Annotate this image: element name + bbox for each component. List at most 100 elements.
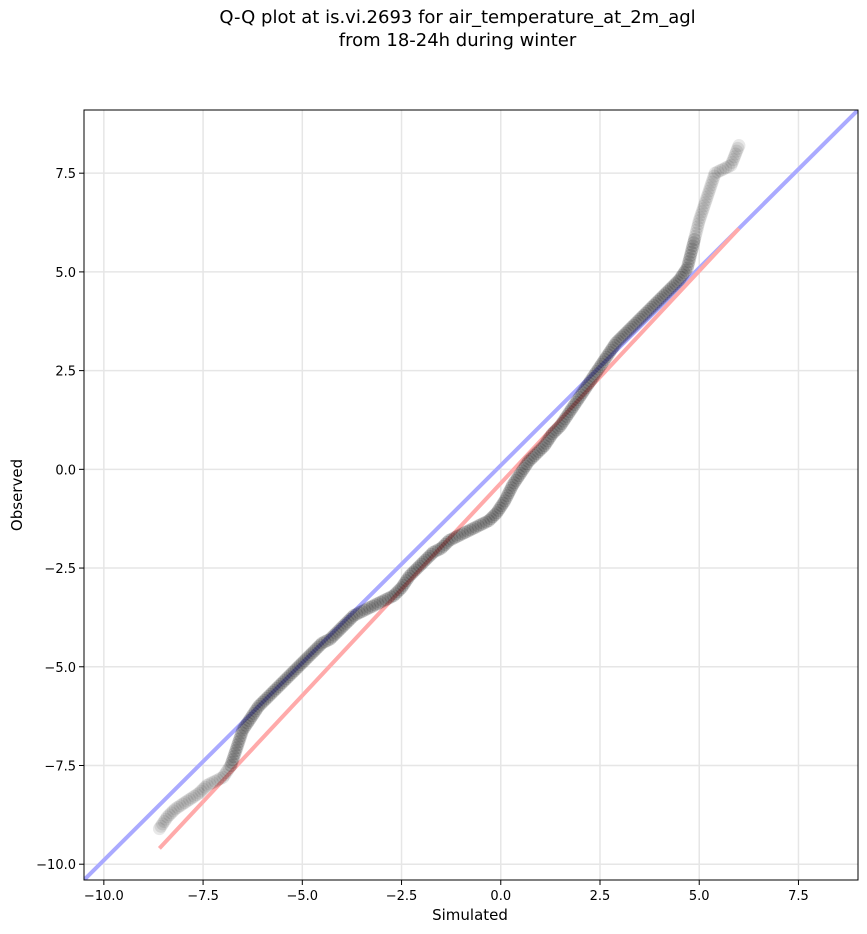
data-point	[615, 330, 629, 344]
data-point	[683, 248, 697, 262]
data-point	[168, 802, 182, 816]
data-point	[658, 287, 672, 301]
data-point	[627, 318, 641, 332]
data-point	[696, 202, 710, 216]
data-point	[258, 693, 272, 707]
data-point	[539, 436, 553, 450]
data-point	[601, 348, 615, 362]
data-point	[681, 258, 695, 272]
data-point	[496, 496, 510, 510]
data-point	[593, 360, 607, 374]
data-point	[447, 531, 461, 545]
data-point	[700, 190, 714, 204]
data-point	[281, 670, 295, 684]
data-point	[426, 545, 440, 559]
data-point	[677, 266, 691, 280]
data-point	[691, 220, 705, 234]
data-point	[224, 758, 238, 772]
y-tick-label: 2.5	[55, 365, 76, 380]
data-point	[414, 557, 428, 571]
data-point	[479, 515, 493, 529]
data-point	[339, 616, 353, 630]
data-point	[617, 328, 631, 342]
data-point	[247, 706, 261, 720]
data-point	[260, 691, 274, 705]
data-point	[662, 283, 676, 297]
data-point	[685, 242, 699, 256]
data-point	[580, 379, 594, 393]
data-point	[672, 273, 686, 287]
data-point	[429, 544, 443, 558]
data-point	[376, 594, 390, 608]
data-point	[495, 499, 509, 513]
data-point	[203, 777, 217, 791]
data-point	[726, 153, 740, 167]
x-tick-label: 2.5	[590, 889, 611, 904]
data-point	[200, 778, 214, 792]
data-point	[655, 291, 669, 305]
data-point	[583, 374, 597, 388]
data-point	[686, 239, 700, 253]
data-point	[233, 732, 247, 746]
data-point	[213, 772, 227, 786]
y-tick-label: −2.5	[44, 562, 76, 577]
data-point	[293, 658, 307, 672]
data-point	[484, 512, 498, 526]
data-point	[574, 388, 588, 402]
data-point	[699, 193, 713, 207]
data-point	[345, 610, 359, 624]
y-tick-label: 0.0	[55, 463, 76, 478]
data-point	[305, 646, 319, 660]
data-point	[329, 626, 343, 640]
data-point	[599, 350, 613, 364]
data-point	[387, 589, 401, 603]
chart-title-line1: Q-Q plot at is.vi.2693 for air_temperatu…	[219, 7, 696, 28]
data-point	[693, 211, 707, 225]
data-point	[190, 788, 204, 802]
data-point	[579, 381, 593, 395]
data-point	[379, 593, 393, 607]
data-point	[563, 405, 577, 419]
data-point	[533, 443, 547, 457]
data-point	[219, 766, 233, 780]
data-point	[631, 314, 645, 328]
data-point	[337, 618, 351, 632]
data-point	[637, 308, 651, 322]
data-point	[420, 551, 434, 565]
data-point	[482, 514, 496, 528]
data-point	[657, 289, 671, 303]
data-point	[588, 367, 602, 381]
data-point	[283, 668, 297, 682]
data-point	[477, 516, 491, 530]
data-point	[194, 784, 208, 798]
data-point	[498, 494, 512, 508]
data-point	[173, 799, 187, 813]
data-point	[236, 723, 250, 737]
data-point	[506, 478, 520, 492]
data-point	[398, 576, 412, 590]
data-point	[355, 604, 369, 618]
data-point	[611, 334, 625, 348]
data-point	[682, 255, 696, 269]
data-point	[357, 603, 371, 617]
data-point	[555, 417, 569, 431]
data-point	[175, 797, 189, 811]
data-point	[545, 427, 559, 441]
data-point	[208, 774, 222, 788]
data-point	[406, 565, 420, 579]
data-point	[595, 357, 609, 371]
data-point	[517, 462, 531, 476]
data-point	[607, 338, 621, 352]
data-point	[571, 393, 585, 407]
data-point	[315, 636, 329, 650]
data-point	[674, 270, 688, 284]
data-point	[235, 726, 249, 740]
data-point	[666, 279, 680, 293]
x-tick-label: 7.5	[788, 889, 809, 904]
data-point	[254, 697, 268, 711]
data-point	[352, 606, 366, 620]
x-tick-label: −7.5	[187, 889, 219, 904]
data-point	[160, 810, 174, 824]
data-point	[313, 638, 327, 652]
y-tick-label: −5.0	[44, 661, 76, 676]
